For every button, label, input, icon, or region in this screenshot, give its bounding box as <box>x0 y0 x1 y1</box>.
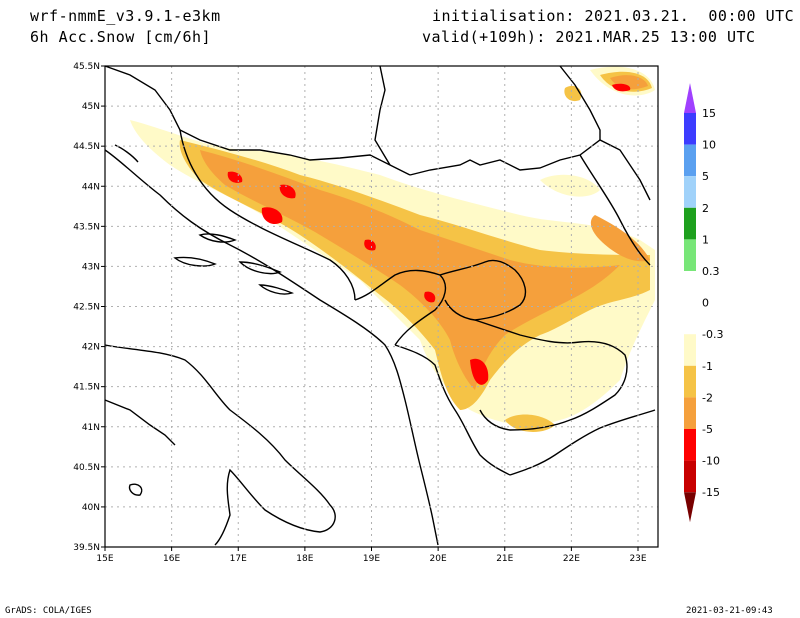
colorbar-segment <box>684 460 696 493</box>
colorbar-segment <box>684 144 696 177</box>
colorbar-label: 2 <box>702 202 709 215</box>
lat-tick-label: 41.5N <box>73 383 100 393</box>
variable-title: 6h Acc.Snow [cm/6h] <box>30 28 212 46</box>
colorbar-segment <box>684 365 696 398</box>
island-3 <box>238 261 282 275</box>
colorbar-segment <box>684 429 696 461</box>
lat-tick-label: 44N <box>82 182 100 192</box>
bosnia-border <box>179 129 356 301</box>
lat-tick-label: 43.5N <box>73 222 100 232</box>
italy-heel <box>104 399 176 446</box>
lat-tick-label: 42N <box>82 343 100 353</box>
grid <box>105 66 658 547</box>
north-macedonia-border <box>474 319 628 431</box>
albania-border <box>394 344 511 476</box>
colorbar-label: -5 <box>702 423 713 436</box>
colorbar-segment <box>684 302 696 335</box>
lat-tick-label: 44.5N <box>73 142 100 152</box>
colorbar-segment <box>684 271 696 303</box>
colorbar-segment <box>684 334 696 366</box>
colorbar-label: -1 <box>702 360 713 373</box>
colorbar-label: -15 <box>702 486 720 499</box>
colorbar-segment <box>684 176 696 208</box>
lat-tick-label: 39.5N <box>73 543 100 553</box>
colorbar-segment <box>684 239 696 271</box>
snow-intense-core <box>470 358 489 385</box>
snow-mid-region <box>564 85 582 102</box>
bulgaria-border <box>579 154 651 266</box>
snow-intense-core <box>364 239 376 251</box>
colorbar-label: -0.3 <box>702 328 723 341</box>
lon-tick-label: 18E <box>296 554 313 564</box>
lon-tick-label: 22E <box>563 554 580 564</box>
lat-tick-label: 40N <box>82 503 100 513</box>
colorbar-label: -10 <box>702 455 720 468</box>
snow-heavy-region <box>590 215 650 262</box>
lon-tick-label: 16E <box>163 554 180 564</box>
snow-intense-core <box>424 291 436 303</box>
romania-border <box>559 65 601 140</box>
lon-tick-label: 19E <box>363 554 380 564</box>
snow-intense-core <box>279 184 296 199</box>
colorbar-label: 1 <box>702 233 709 246</box>
lat-tick-label: 45.5N <box>73 62 100 72</box>
colorbar-top-arrow <box>684 83 696 113</box>
island-1 <box>198 233 237 243</box>
island-4 <box>258 284 295 295</box>
model-title: wrf-nmmE_v3.9.1-e3km <box>30 7 221 25</box>
valid-time: valid(+109h): 2021.MAR.25 13:00 UTC <box>422 28 756 46</box>
snow-intense-core <box>261 207 283 225</box>
snow-light-region <box>540 174 600 197</box>
colorbar-bottom-arrow <box>684 492 696 523</box>
colorbar-label: 10 <box>702 139 716 152</box>
colorbar-segment <box>684 113 696 145</box>
lat-tick-label: 45N <box>82 102 100 112</box>
adriatic-coast-east <box>104 149 439 546</box>
lon-tick-label: 23E <box>629 554 646 564</box>
lon-tick-label: 17E <box>230 554 247 564</box>
snow-field <box>130 66 655 432</box>
snow-intense-core <box>612 83 631 92</box>
coastlines-borders <box>104 65 656 546</box>
footer-timestamp: 2021-03-21-09:43 <box>686 606 773 616</box>
footer-credit: GrADS: COLA/IGES <box>5 606 92 616</box>
lat-tick-label: 40.5N <box>73 463 100 473</box>
colorbar: 15 10 5 2 1 0.3 0 -0.3 -1 -2 -5 -10 -15 <box>684 83 723 523</box>
italy-coast <box>104 344 336 546</box>
lon-tick-label: 15E <box>96 554 113 564</box>
serbia-border <box>409 139 651 201</box>
corfu <box>128 483 143 496</box>
hungary-border <box>374 65 391 166</box>
lat-axis: 45.5N 45N 44.5N 44N 43.5N 43N 42.5N 42N 41.5N 41N… <box>73 62 105 553</box>
colorbar-label: -2 <box>702 391 713 404</box>
colorbar-segment <box>684 207 696 240</box>
colorbar-label: 15 <box>702 107 716 120</box>
lat-tick-label: 43N <box>82 262 100 272</box>
colorbar-label: 0 <box>702 297 709 310</box>
lat-tick-label: 41N <box>82 423 100 433</box>
lon-tick-label: 21E <box>496 554 513 564</box>
init-time: initialisation: 2021.03.21. 00:00 UTC <box>432 7 795 25</box>
slovenia-croatia-border <box>104 65 411 176</box>
lon-tick-label: 20E <box>430 554 447 564</box>
island-2 <box>173 256 217 267</box>
island-5 <box>114 144 139 163</box>
kosovo-border <box>439 259 527 321</box>
lon-axis: 15E 16E 17E 18E 19E 20E 21E 22E 23E <box>96 547 647 564</box>
lat-tick-label: 42.5N <box>73 303 100 313</box>
colorbar-label: 5 <box>702 170 709 183</box>
colorbar-label: 0.3 <box>702 265 720 278</box>
colorbar-segment <box>684 397 696 429</box>
